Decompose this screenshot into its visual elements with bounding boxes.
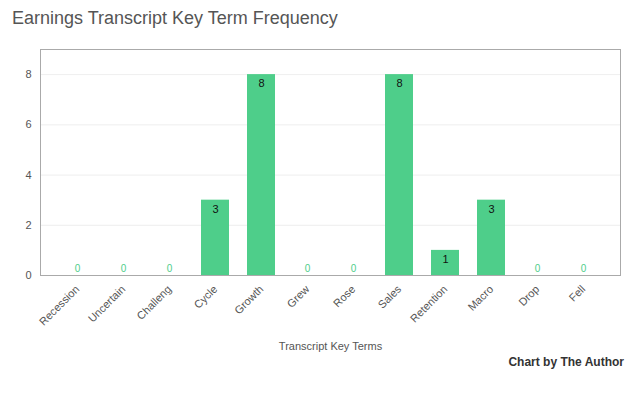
svg-text:Fell: Fell bbox=[566, 283, 587, 304]
svg-text:Sales: Sales bbox=[375, 282, 403, 310]
svg-text:Grew: Grew bbox=[284, 283, 311, 310]
svg-text:Cycle: Cycle bbox=[191, 283, 219, 311]
svg-text:0: 0 bbox=[581, 263, 587, 274]
svg-text:Transcript Key Terms: Transcript Key Terms bbox=[279, 340, 383, 352]
svg-text:Macro: Macro bbox=[465, 283, 495, 313]
svg-text:3: 3 bbox=[488, 203, 494, 215]
svg-text:4: 4 bbox=[25, 169, 31, 181]
svg-text:Challeng: Challeng bbox=[134, 283, 173, 322]
svg-text:0: 0 bbox=[305, 263, 311, 274]
svg-text:2: 2 bbox=[25, 219, 31, 231]
svg-text:0: 0 bbox=[121, 263, 127, 274]
svg-text:Recession: Recession bbox=[37, 283, 82, 328]
svg-text:8: 8 bbox=[25, 68, 31, 80]
svg-text:0: 0 bbox=[167, 263, 173, 274]
svg-text:0: 0 bbox=[351, 263, 357, 274]
svg-text:Retention: Retention bbox=[408, 283, 450, 325]
svg-text:Uncertain: Uncertain bbox=[86, 283, 128, 325]
svg-text:0: 0 bbox=[25, 269, 31, 281]
svg-text:0: 0 bbox=[535, 263, 541, 274]
svg-text:8: 8 bbox=[396, 77, 402, 89]
svg-text:3: 3 bbox=[212, 203, 218, 215]
svg-text:Rose: Rose bbox=[331, 283, 358, 310]
svg-text:1: 1 bbox=[442, 253, 448, 265]
svg-text:Growth: Growth bbox=[232, 283, 266, 317]
svg-text:Drop: Drop bbox=[516, 283, 541, 308]
svg-text:0: 0 bbox=[75, 263, 81, 274]
html-text:Chart by The Author: Chart by The Author bbox=[508, 355, 624, 369]
html-text:Earnings Transcript Key Term F: Earnings Transcript Key Term Frequency bbox=[12, 8, 338, 28]
svg-text:6: 6 bbox=[25, 118, 31, 130]
svg-text:8: 8 bbox=[258, 77, 264, 89]
